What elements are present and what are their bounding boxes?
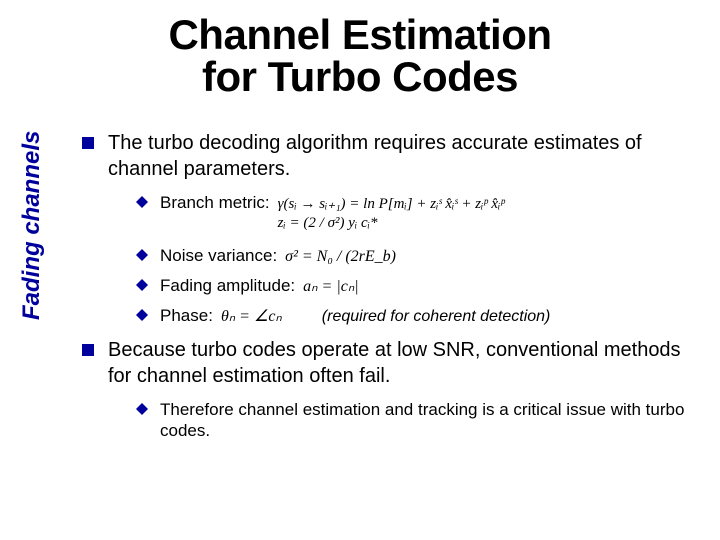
sub-bullet-text: Therefore channel estimation and trackin… bbox=[160, 399, 702, 442]
bullet-item: Because turbo codes operate at low SNR, … bbox=[82, 337, 702, 389]
slide-title: Channel Estimation for Turbo Codes bbox=[0, 0, 720, 98]
sub-label: Branch metric: bbox=[160, 192, 270, 213]
sub-bullet-text: Branch metric: γ(sᵢ → sᵢ₊₁) = ln P[mᵢ] +… bbox=[160, 192, 505, 233]
formula: zᵢ = (2 / σ²) yᵢ cᵢ* bbox=[278, 214, 505, 233]
sub-bullet-item: Noise variance: σ² = N₀ / (2rE_b) bbox=[136, 245, 702, 267]
sub-label: Noise variance: bbox=[160, 245, 277, 266]
title-line-2: for Turbo Codes bbox=[202, 53, 518, 100]
bullet-text: The turbo decoding algorithm requires ac… bbox=[108, 130, 702, 182]
bullet-text: Because turbo codes operate at low SNR, … bbox=[108, 337, 702, 389]
sidebar-label: Fading channels bbox=[18, 131, 46, 320]
formula: θₙ = ∠cₙ bbox=[221, 307, 282, 327]
sub-bullet-text: Noise variance: σ² = N₀ / (2rE_b) bbox=[160, 245, 396, 267]
sub-bullet-item: Phase: θₙ = ∠cₙ (required for coherent d… bbox=[136, 305, 702, 327]
formula: σ² = N₀ / (2rE_b) bbox=[285, 247, 396, 267]
content-area: The turbo decoding algorithm requires ac… bbox=[82, 130, 702, 449]
formula: aₙ = |cₙ| bbox=[303, 277, 358, 297]
sub-bullet-item: Therefore channel estimation and trackin… bbox=[136, 399, 702, 442]
square-bullet-icon bbox=[82, 344, 94, 356]
sub-bullet-item: Branch metric: γ(sᵢ → sᵢ₊₁) = ln P[mᵢ] +… bbox=[136, 192, 702, 233]
sub-list: Therefore channel estimation and trackin… bbox=[136, 399, 702, 442]
bullet-item: The turbo decoding algorithm requires ac… bbox=[82, 130, 702, 182]
sub-label: Phase: bbox=[160, 305, 213, 326]
diamond-bullet-icon bbox=[136, 249, 148, 261]
diamond-bullet-icon bbox=[136, 403, 148, 415]
title-line-1: Channel Estimation bbox=[168, 11, 551, 58]
slide: Channel Estimation for Turbo Codes Fadin… bbox=[0, 0, 720, 540]
phase-note: (required for coherent detection) bbox=[322, 307, 551, 327]
sub-bullet-item: Fading amplitude: aₙ = |cₙ| bbox=[136, 275, 702, 297]
sub-bullet-text: Fading amplitude: aₙ = |cₙ| bbox=[160, 275, 359, 297]
formula: γ(sᵢ → sᵢ₊₁) = ln P[mᵢ] + zᵢˢ x̂ᵢˢ + zᵢᵖ… bbox=[278, 195, 505, 214]
diamond-bullet-icon bbox=[136, 309, 148, 321]
diamond-bullet-icon bbox=[136, 279, 148, 291]
sub-label: Fading amplitude: bbox=[160, 275, 295, 296]
sub-list: Branch metric: γ(sᵢ → sᵢ₊₁) = ln P[mᵢ] +… bbox=[136, 192, 702, 327]
sub-bullet-text: Phase: θₙ = ∠cₙ (required for coherent d… bbox=[160, 305, 550, 327]
formula-stack: γ(sᵢ → sᵢ₊₁) = ln P[mᵢ] + zᵢˢ x̂ᵢˢ + zᵢᵖ… bbox=[278, 195, 505, 233]
diamond-bullet-icon bbox=[136, 196, 148, 208]
square-bullet-icon bbox=[82, 137, 94, 149]
